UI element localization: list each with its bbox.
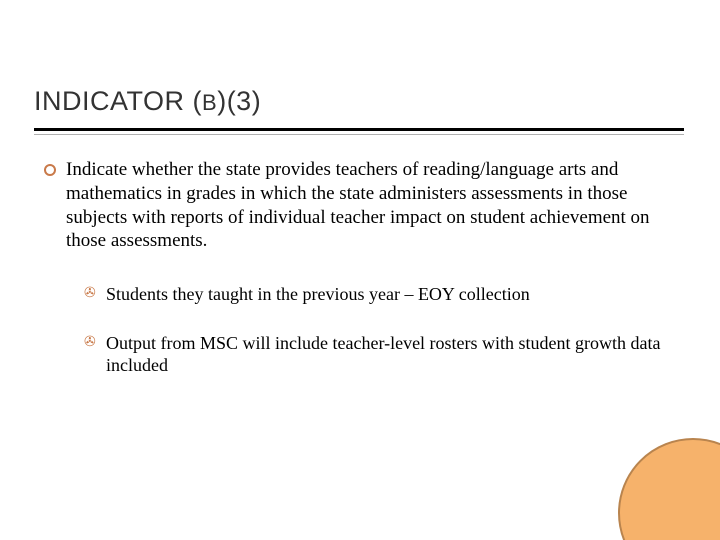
accent-circle [618,438,720,540]
title-part-1: INDICATOR ( [34,86,202,116]
slide-body: Indicate whether the state provides teac… [44,158,682,403]
bullet-level1-text: Indicate whether the state provides teac… [66,159,650,251]
title-rule-thin [34,134,684,135]
bullet-level2-text: Students they taught in the previous yea… [106,284,530,304]
title-part-2: )(3) [217,86,261,116]
bullet-level2: ✇ Output from MSC will include teacher-l… [84,332,682,377]
bullet-level1: Indicate whether the state provides teac… [44,158,682,253]
slide: INDICATOR (B)(3) Indicate whether the st… [0,0,720,540]
slide-title: INDICATOR (B)(3) [34,86,261,117]
bullet-level2-text: Output from MSC will include teacher-lev… [106,333,661,376]
title-part-cap: B [202,90,217,115]
scroll-icon: ✇ [84,334,98,348]
scroll-icon: ✇ [84,285,98,299]
bullet-level2: ✇ Students they taught in the previous y… [84,283,682,306]
title-rule-thick [34,128,684,131]
sub-bullet-group: ✇ Students they taught in the previous y… [84,283,682,377]
